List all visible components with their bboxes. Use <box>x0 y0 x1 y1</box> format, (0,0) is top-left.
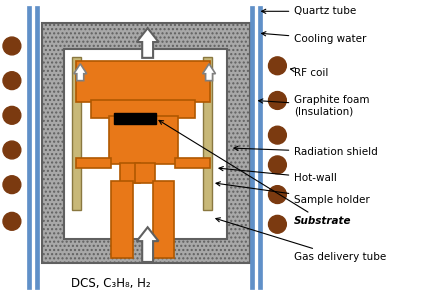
Text: RF coil: RF coil <box>291 68 329 78</box>
Text: Cooling water: Cooling water <box>262 32 367 44</box>
Bar <box>135 163 155 183</box>
Text: Gas delivery tube: Gas delivery tube <box>216 218 387 262</box>
Circle shape <box>269 156 286 174</box>
Text: DCS, C₃H₈, H₂: DCS, C₃H₈, H₂ <box>71 277 151 290</box>
Circle shape <box>3 176 21 193</box>
Bar <box>120 163 140 183</box>
Text: Hot-wall: Hot-wall <box>219 167 337 183</box>
Bar <box>35 6 38 289</box>
Polygon shape <box>74 64 87 81</box>
Text: Sample holder: Sample holder <box>216 182 370 205</box>
Polygon shape <box>137 227 159 262</box>
Bar <box>64 49 227 239</box>
Bar <box>91 100 195 118</box>
Text: Radiation shield: Radiation shield <box>234 146 378 157</box>
Text: Substrate: Substrate <box>159 120 352 226</box>
Circle shape <box>269 91 286 109</box>
Text: Quartz tube: Quartz tube <box>262 6 356 16</box>
Bar <box>257 6 261 289</box>
Polygon shape <box>137 28 159 58</box>
Circle shape <box>269 215 286 233</box>
Circle shape <box>3 141 21 159</box>
Circle shape <box>3 212 21 230</box>
Circle shape <box>3 37 21 55</box>
Circle shape <box>3 106 21 124</box>
Polygon shape <box>203 64 216 81</box>
Bar <box>175 158 210 168</box>
Bar <box>114 113 156 124</box>
Bar <box>152 181 175 258</box>
Circle shape <box>269 186 286 204</box>
Circle shape <box>269 57 286 75</box>
Bar <box>76 158 111 168</box>
Bar <box>111 181 133 258</box>
Bar <box>41 23 250 263</box>
Text: Graphite foam
(Insulation): Graphite foam (Insulation) <box>259 94 370 116</box>
Bar <box>72 57 81 210</box>
Bar <box>27 6 31 289</box>
Bar <box>203 57 212 210</box>
Circle shape <box>269 126 286 144</box>
Bar <box>109 116 178 164</box>
Bar <box>250 6 254 289</box>
Circle shape <box>3 72 21 90</box>
Bar <box>76 61 210 103</box>
